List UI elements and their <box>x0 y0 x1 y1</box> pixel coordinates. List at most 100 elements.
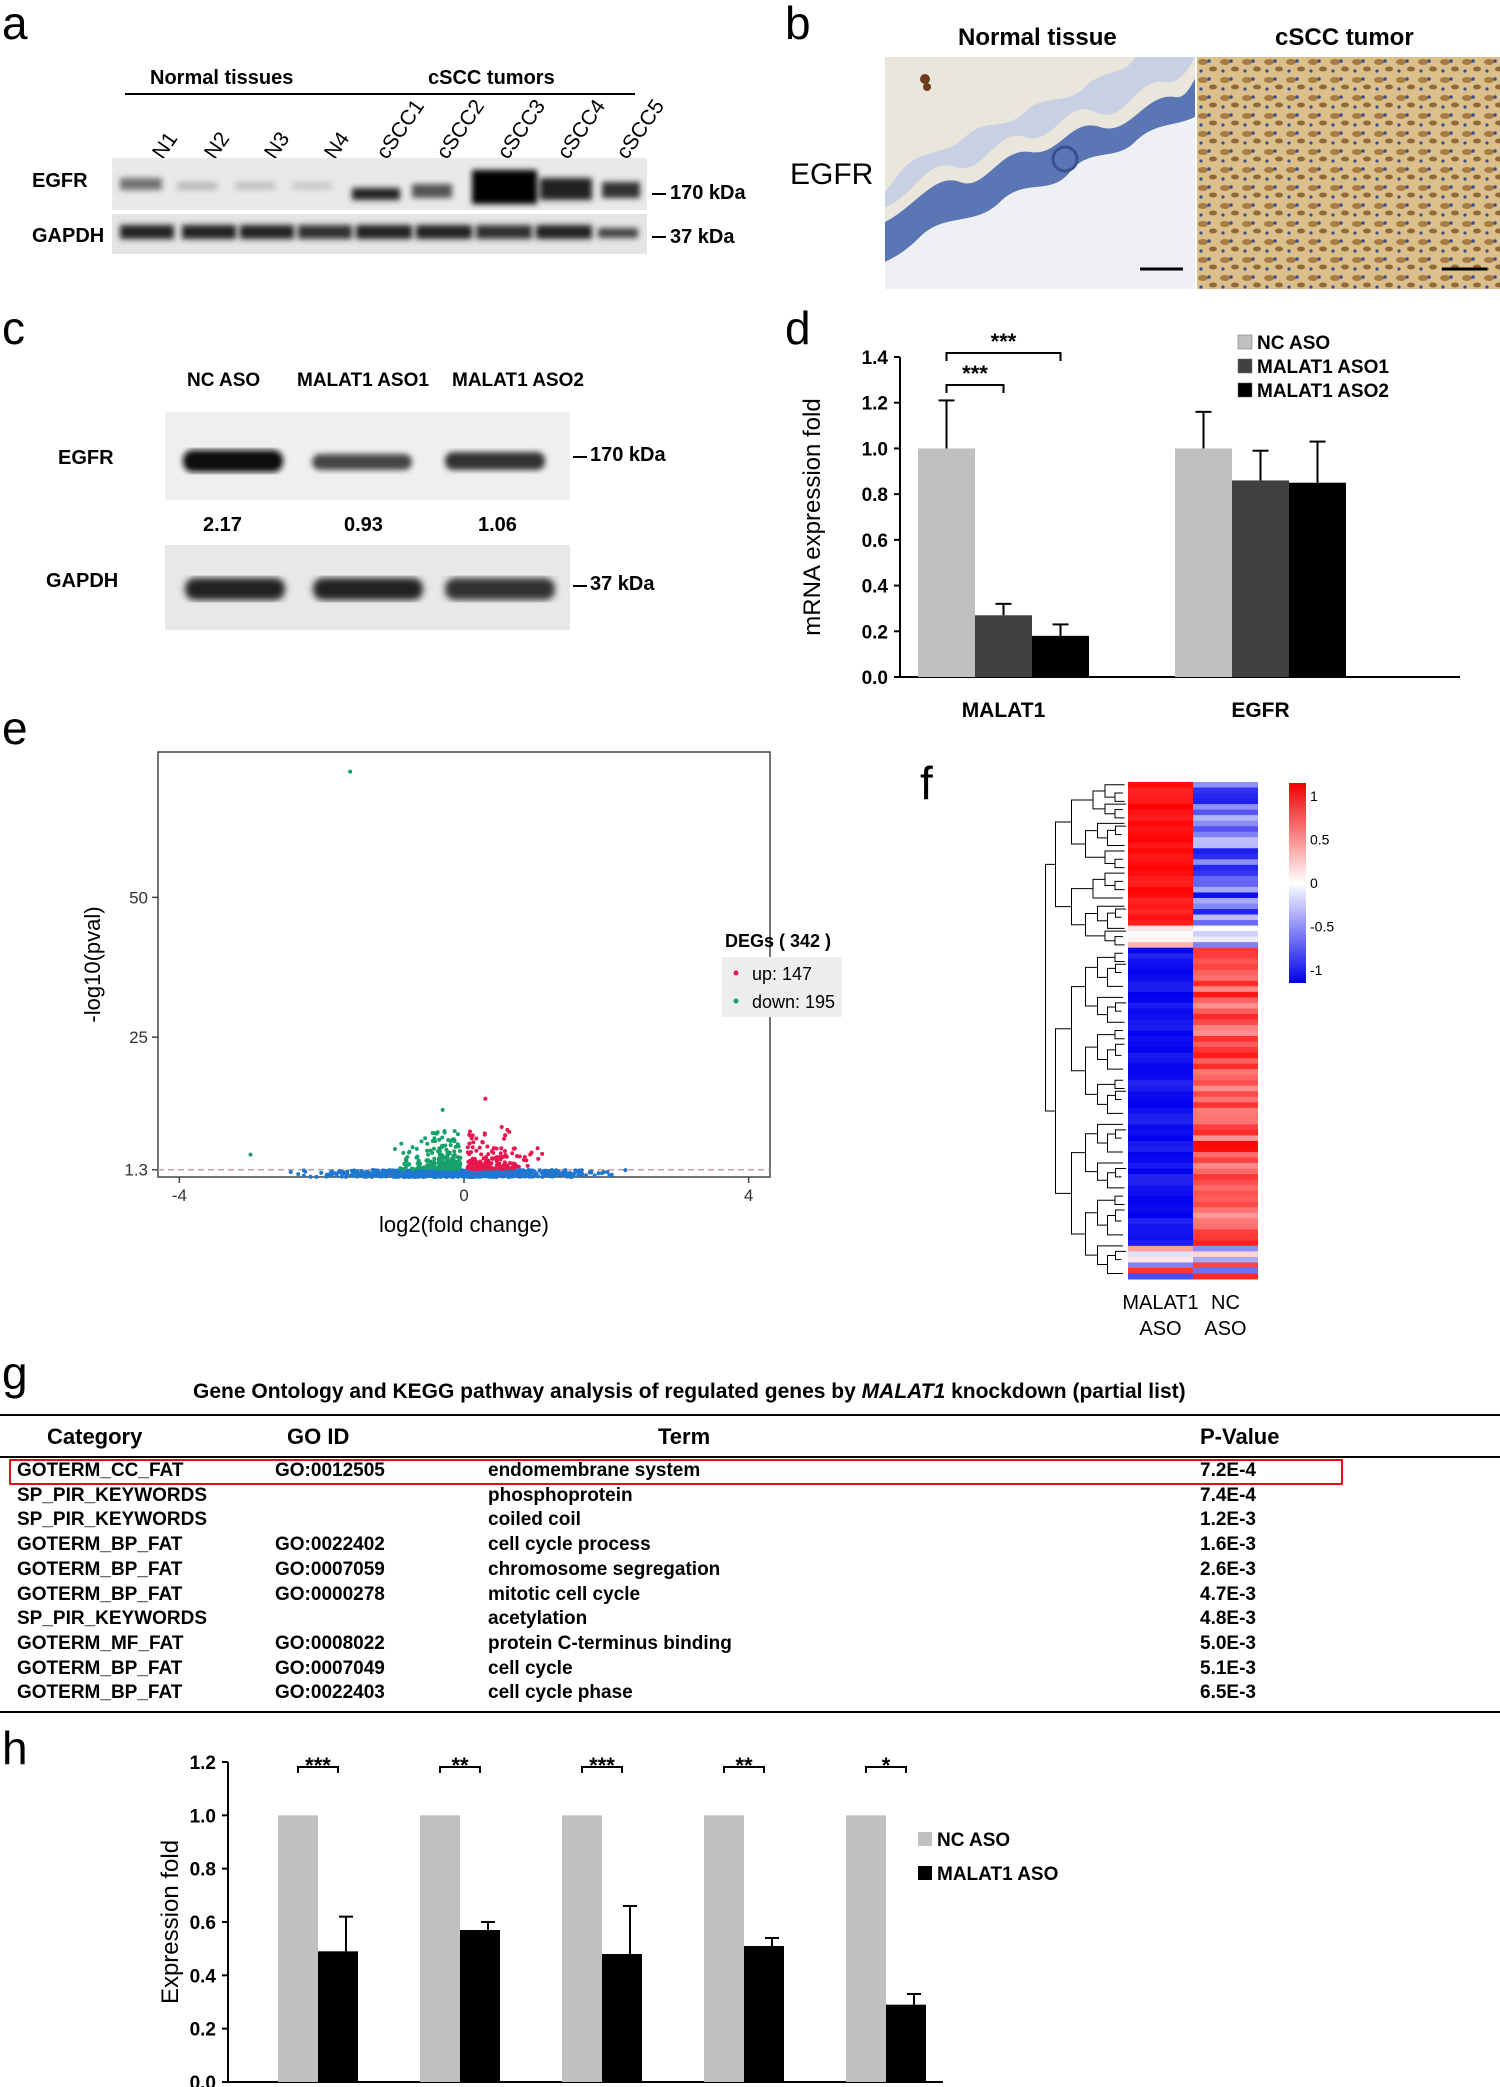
heatmap-cell <box>1128 936 1193 943</box>
dendrogram-branch <box>1085 830 1105 858</box>
heatmap-cell <box>1128 1151 1193 1159</box>
scatter-point <box>377 1170 382 1175</box>
heatmap-cell <box>1193 953 1258 960</box>
heatmap-cell <box>1128 958 1193 965</box>
scatter-point <box>509 1165 514 1170</box>
go-cell-category: GOTERM_BP_FAT <box>17 1583 183 1605</box>
heatmap-cell <box>1128 1256 1193 1263</box>
scatter-point <box>502 1136 507 1141</box>
group-label-cscc: cSCC tumors <box>428 67 555 89</box>
scatter-point <box>497 1161 502 1166</box>
bar-malat1-2 <box>1032 635 1089 677</box>
heatmap-cell <box>1193 1047 1258 1054</box>
heatmap-cell <box>1128 920 1193 927</box>
scatter-point <box>440 1154 445 1159</box>
western-blot-gapdh-c <box>165 545 570 630</box>
heatmap-cell <box>1193 892 1258 899</box>
scatter-points <box>248 769 628 1179</box>
go-cell-p-value: 6.5E-3 <box>1200 1682 1256 1704</box>
bar-tpr-0 <box>562 1815 602 2082</box>
heatmap-cell <box>1128 1036 1193 1043</box>
heatmap-cell <box>1193 1118 1258 1125</box>
scatter-point <box>395 1171 400 1176</box>
scatter-point <box>349 1173 354 1178</box>
heatmap-cell <box>1193 925 1258 932</box>
heatmap-cell <box>1128 815 1193 822</box>
ihc-title-normal: Normal tissue <box>958 24 1117 51</box>
panel-h-letter: h <box>2 1722 28 1774</box>
ihc-row-label: EGFR <box>790 158 874 191</box>
scatter-point <box>414 1146 419 1151</box>
scatter-point <box>537 1168 542 1173</box>
scatter-point <box>465 1150 470 1155</box>
scatter-point <box>470 1145 475 1150</box>
heatmap-cell <box>1193 931 1258 938</box>
significance-bracket <box>865 1766 907 1773</box>
scatter-point <box>363 1171 368 1176</box>
scatter-point <box>560 1171 565 1176</box>
heatmap-cell <box>1193 804 1258 811</box>
dendrogram-branch <box>1097 1034 1115 1060</box>
dendrogram-branch <box>1114 880 1125 891</box>
scatter-point <box>344 1174 349 1179</box>
heatmap-cell <box>1128 1069 1193 1076</box>
scatter-point <box>485 1144 490 1149</box>
scatter-point <box>296 1172 301 1177</box>
go-cell-p-value: 7.2E-4 <box>1200 1460 1256 1481</box>
marker-37-c: 37 kDa <box>590 573 655 595</box>
scatter-point <box>405 1170 410 1175</box>
scatter-point <box>438 1158 443 1163</box>
go-cell-category: SP_PIR_KEYWORDS <box>17 1509 208 1531</box>
heatmap-cell <box>1128 1267 1193 1274</box>
scatter-point <box>425 1141 430 1146</box>
go-table-top-rule <box>0 1414 1500 1416</box>
heatmap-cell <box>1193 969 1258 976</box>
dendrogram <box>1045 784 1126 1274</box>
scatter-point <box>440 1135 445 1140</box>
scatter-point <box>389 1168 394 1173</box>
scatter-point <box>505 1127 510 1132</box>
heatmap-cell <box>1128 837 1193 844</box>
scatter-point <box>453 1144 458 1149</box>
heatmap-cell <box>1193 1069 1258 1076</box>
heatmap-cell <box>1193 1168 1258 1175</box>
heatmap-cell <box>1128 1129 1193 1136</box>
scatter-point <box>334 1173 339 1178</box>
heatmap-cell <box>1193 1190 1258 1197</box>
scatter-point <box>540 1151 545 1156</box>
go-title-gene: MALAT1 <box>861 1380 946 1403</box>
marker-170-c: 170 kDa <box>590 444 666 466</box>
go-cell-p-value: 5.1E-3 <box>1200 1657 1256 1679</box>
bar-egfr-1 <box>1232 480 1289 677</box>
scatter-point <box>470 1163 475 1168</box>
heatmap-cell <box>1128 1113 1193 1120</box>
dendrogram-branch <box>1097 956 1115 978</box>
heatmap-cell <box>1128 975 1193 982</box>
significance-label: * <box>882 1753 891 1778</box>
heatmap-cell <box>1193 991 1258 998</box>
scatter-point <box>407 1149 412 1154</box>
heatmap-cell <box>1193 886 1258 893</box>
scatter-point <box>467 1141 472 1146</box>
heatmap-column-label: ASO <box>1139 1318 1181 1340</box>
legend-label: NC ASO <box>937 1830 1010 1851</box>
heatmap-cell <box>1128 782 1193 789</box>
y-tick-label: 0.2 <box>862 622 888 643</box>
marker-line-170-c <box>573 456 587 458</box>
y-tick-label: 1.0 <box>862 439 888 460</box>
dendrogram-branch <box>1092 790 1105 810</box>
y-tick-label: 0.8 <box>862 485 888 506</box>
scatter-point <box>430 1131 435 1136</box>
scatter-point <box>493 1155 498 1160</box>
ihc-image-normal <box>885 57 1195 289</box>
panel-c-letter: c <box>2 302 25 354</box>
y-tick-label: 1.0 <box>190 1806 216 1827</box>
scatter-point <box>328 1170 333 1175</box>
scatter-point <box>431 1146 436 1151</box>
color-scale-tick: -1 <box>1310 962 1323 978</box>
bar-chart-d: 0.0 0.2 0.4 0.6 0.8 1.0 1.2 1.4 mRNA expression … <box>799 329 1460 722</box>
dendrogram-branch <box>1085 1133 1098 1173</box>
heatmap-cell <box>1193 958 1258 965</box>
lane-label-aso2: MALAT1 ASO2 <box>452 370 584 391</box>
heatmap-cell <box>1128 1245 1193 1252</box>
